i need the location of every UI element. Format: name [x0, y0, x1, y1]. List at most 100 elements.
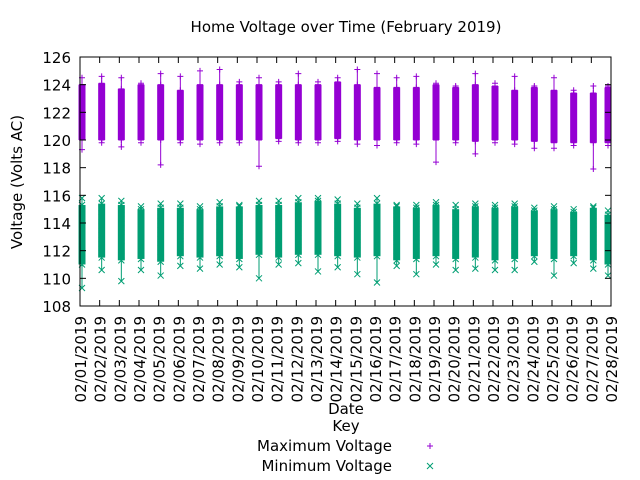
x-tick-label: 02/18/2019: [406, 316, 424, 402]
max-voltage-point: [551, 145, 557, 152]
min-voltage-point: [452, 251, 460, 259]
min-voltage-point: [353, 270, 361, 278]
min-voltage-point: [235, 233, 243, 241]
min-voltage-point: [196, 217, 204, 225]
series-maximum-voltage: [78, 66, 612, 173]
min-voltage-point: [137, 218, 145, 225]
min-voltage-point: [570, 219, 578, 227]
max-voltage-point: [98, 73, 105, 80]
min-voltage-point: [98, 266, 106, 274]
max-voltage-point: [551, 109, 557, 116]
min-voltage-point: [604, 232, 612, 239]
min-voltage-point: [412, 251, 420, 259]
min-voltage-point: [137, 251, 145, 259]
min-voltage-point: [373, 230, 381, 238]
max-voltage-point: [590, 94, 597, 101]
x-tick-label: 02/07/2019: [190, 316, 208, 402]
max-voltage-point: [256, 95, 262, 102]
min-voltage-point: [550, 209, 558, 217]
max-voltage-point: [374, 132, 380, 139]
max-voltage-point: [216, 104, 223, 111]
x-tick-label: 02/11/2019: [269, 316, 287, 402]
max-voltage-point: [551, 100, 557, 107]
min-voltage-point: [471, 207, 479, 215]
max-voltage-point: [374, 70, 380, 77]
max-voltage-point: [334, 83, 341, 90]
min-voltage-point: [294, 229, 302, 237]
min-voltage-point: [196, 203, 204, 210]
min-voltage-point: [275, 232, 283, 240]
min-voltage-point: [570, 249, 578, 256]
max-voltage-point: [531, 106, 538, 113]
min-voltage-point: [432, 222, 440, 230]
x-tick-label: 02/23/2019: [505, 316, 523, 402]
min-voltage-point: [393, 207, 401, 215]
min-voltage-point: [137, 203, 145, 210]
max-voltage-point: [511, 116, 518, 123]
min-voltage-point: [511, 242, 519, 250]
max-voltage-point: [511, 107, 518, 114]
min-voltage-point: [432, 198, 440, 206]
min-voltage-point: [314, 219, 322, 227]
legend: Maximum Voltage Minimum Voltage: [257, 437, 434, 475]
min-voltage-point: [98, 231, 106, 239]
min-voltage-point: [471, 249, 479, 257]
min-voltage-point: [373, 248, 381, 256]
max-voltage-point: [315, 95, 321, 102]
legend-title: Key: [332, 417, 359, 435]
min-voltage-point: [334, 230, 342, 238]
min-voltage-point: [334, 204, 342, 212]
min-voltage-point: [176, 240, 184, 248]
max-voltage-point: [98, 122, 105, 129]
max-voltage-point: [236, 104, 243, 111]
max-voltage-point: [433, 86, 439, 93]
max-voltage-point: [138, 123, 144, 130]
min-voltage-point: [98, 249, 106, 257]
min-voltage-point: [275, 206, 283, 213]
max-voltage-point: [315, 104, 321, 111]
x-tick-label: 02/17/2019: [387, 316, 405, 402]
min-voltage-point: [589, 235, 597, 242]
max-voltage-point: [118, 115, 125, 122]
min-voltage-point: [452, 243, 460, 250]
max-voltage-point: [118, 74, 125, 81]
max-voltage-point: [177, 132, 184, 139]
max-voltage-point: [374, 142, 380, 149]
x-tick-label: 02/28/2019: [603, 316, 621, 402]
max-voltage-point: [334, 93, 341, 100]
min-voltage-point: [235, 201, 243, 209]
min-voltage-point: [117, 206, 125, 213]
x-tick-label: 02/10/2019: [249, 316, 267, 402]
max-voltage-point: [570, 127, 577, 134]
min-voltage-point: [294, 238, 302, 246]
max-voltage-point: [295, 95, 302, 102]
max-voltage-point: [472, 114, 479, 121]
min-voltage-point: [589, 265, 597, 273]
max-voltage-point: [315, 123, 321, 130]
min-voltage-point: [412, 217, 420, 224]
max-voltage-point: [374, 115, 380, 122]
min-voltage-point: [176, 248, 184, 256]
min-voltage-point: [570, 212, 578, 219]
max-voltage-point: [118, 107, 125, 114]
min-voltage-point: [589, 203, 597, 210]
min-voltage-point: [471, 215, 479, 223]
series-minimum-voltage: [78, 194, 612, 292]
max-voltage-point: [413, 97, 420, 104]
x-tick-label: 02/13/2019: [308, 316, 326, 402]
y-tick-label: 110: [42, 270, 71, 288]
min-voltage-point: [216, 232, 224, 239]
max-voltage-point: [472, 86, 479, 93]
max-voltage-point: [472, 150, 479, 157]
min-voltage-point: [275, 214, 283, 222]
max-voltage-point: [354, 95, 361, 102]
min-voltage-point: [294, 203, 302, 210]
max-voltage-point: [275, 104, 282, 111]
max-voltage-point: [551, 74, 557, 81]
min-voltage-point: [334, 222, 342, 229]
min-voltage-point: [373, 222, 381, 229]
max-voltage-point: [452, 88, 459, 95]
min-voltage-point: [137, 234, 145, 242]
min-voltage-point: [452, 234, 460, 242]
max-voltage-point: [256, 123, 262, 130]
